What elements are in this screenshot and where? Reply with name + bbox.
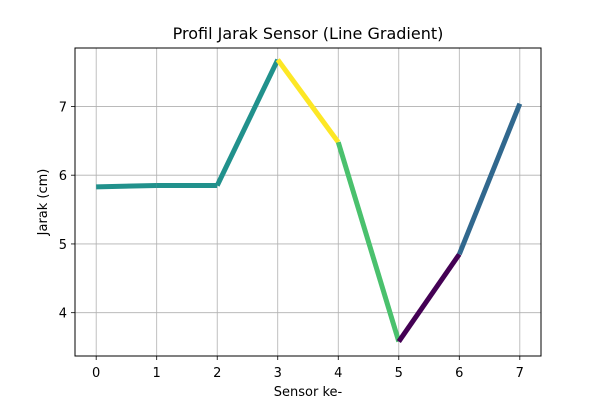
axis-ticks: 0 1 2 3 4 5 6 7 4 5 6 7 (59, 100, 524, 381)
x-tick-label: 2 (213, 366, 221, 381)
y-tick-label: 7 (59, 100, 67, 115)
y-axis-label: Jarak (cm) (36, 169, 51, 237)
x-tick-label: 4 (334, 366, 342, 381)
y-tick-label: 5 (59, 238, 67, 253)
data-line (96, 58, 523, 343)
line-segment (396, 252, 462, 343)
x-tick-label: 3 (274, 366, 282, 381)
grid (75, 48, 541, 356)
x-tick-label: 7 (516, 366, 524, 381)
y-tick-label: 4 (59, 307, 67, 322)
x-axis-label: Sensor ke- (274, 385, 343, 400)
line-segment (96, 183, 157, 190)
y-tick-label: 6 (59, 169, 67, 184)
line-segment (335, 141, 402, 343)
x-tick-label: 5 (395, 366, 403, 381)
x-tick-label: 1 (153, 366, 161, 381)
line-segment (456, 102, 523, 256)
chart-title: Profil Jarak Sensor (Line Gradient) (173, 24, 444, 43)
plot-frame (74, 47, 542, 357)
x-tick-label: 0 (92, 366, 100, 381)
line-segment (275, 58, 341, 144)
x-tick-label: 6 (455, 366, 463, 381)
line-segment (214, 58, 280, 187)
